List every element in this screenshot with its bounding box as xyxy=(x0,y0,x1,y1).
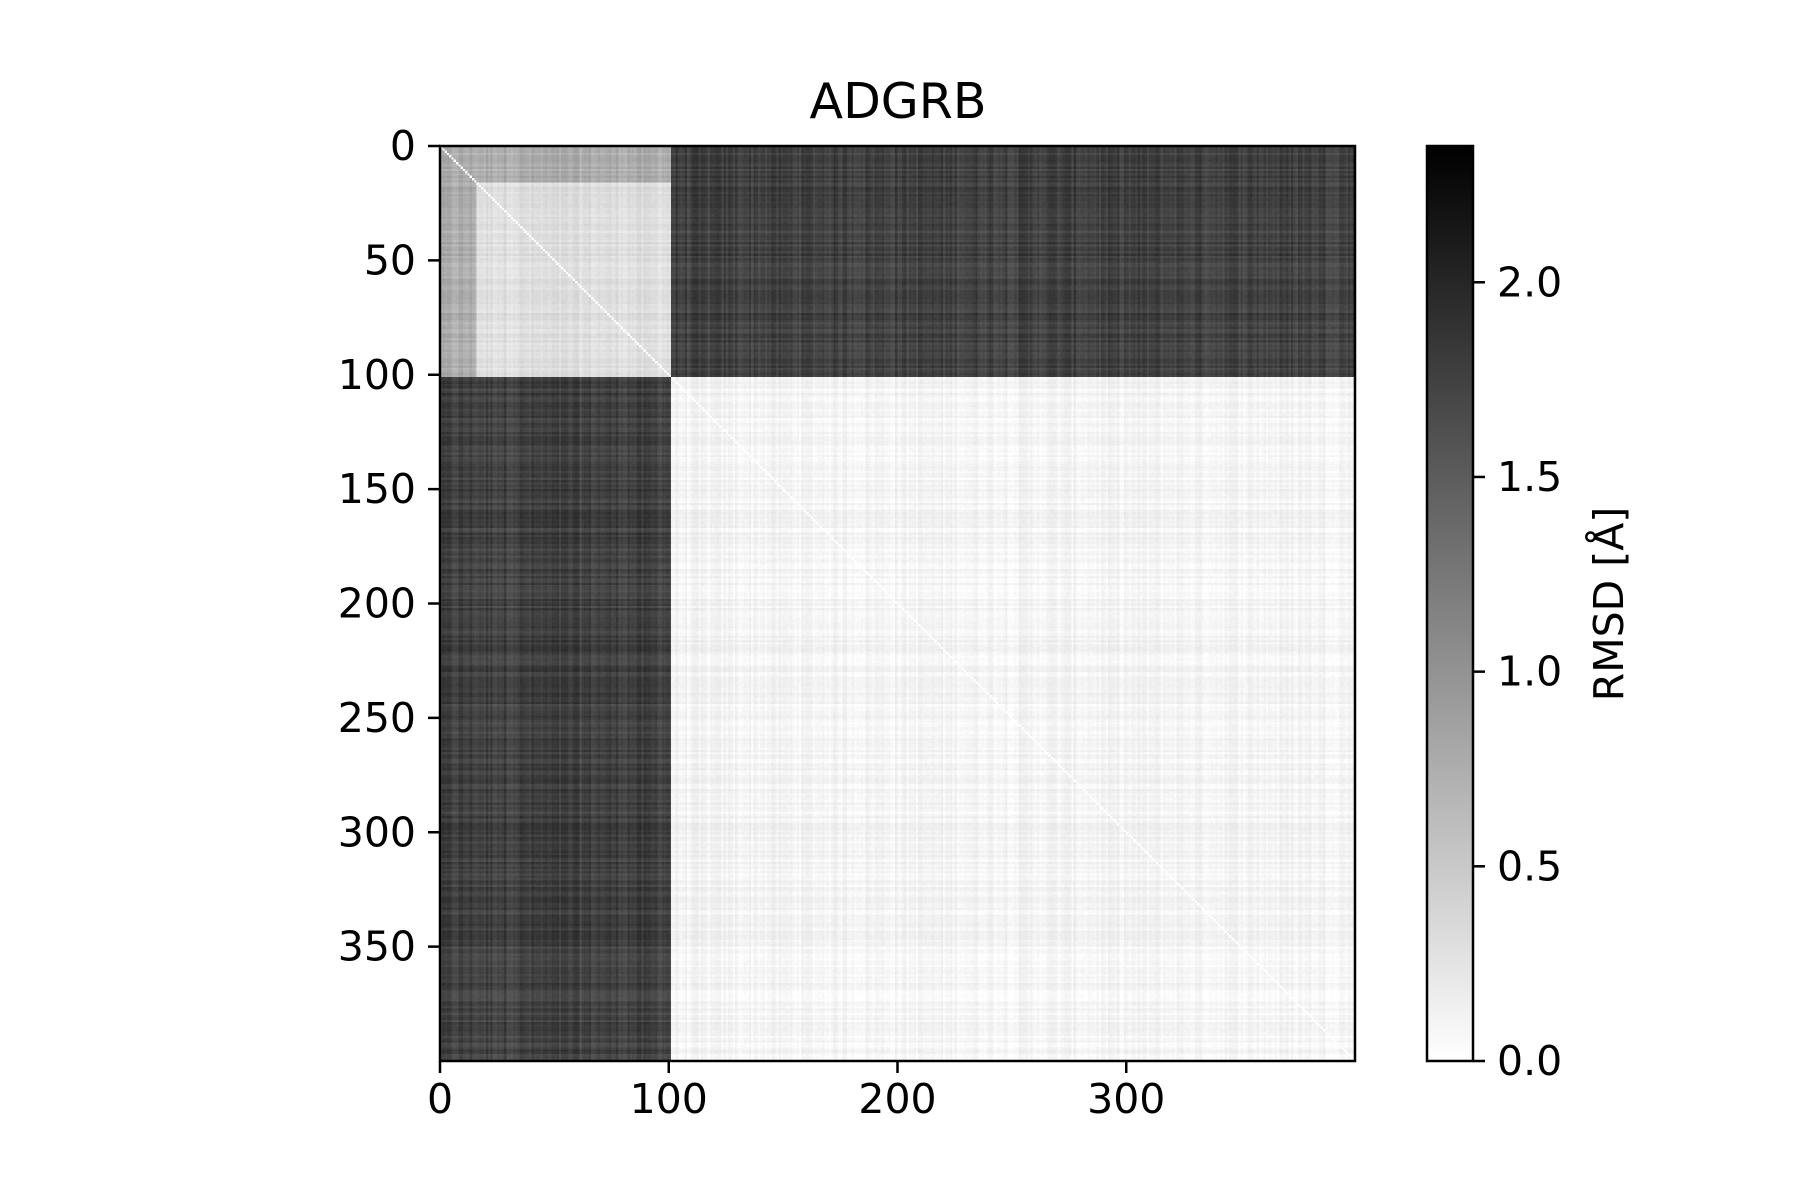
y-tick-label: 150 xyxy=(338,465,416,513)
y-tick-label: 350 xyxy=(338,923,416,971)
x-axis: 0 100 200 300 xyxy=(427,1061,1165,1123)
y-tick-label: 300 xyxy=(338,808,416,856)
heatmap-image-frame xyxy=(440,146,1355,1061)
x-tick-label: 200 xyxy=(858,1075,936,1123)
colorbar-axis: 0.0 0.5 1.0 1.5 2.0 xyxy=(1473,258,1562,1085)
colorbar-tick-label: 1.0 xyxy=(1497,648,1562,696)
colorbar-tick-label: 0.5 xyxy=(1497,842,1562,890)
y-tick-label: 200 xyxy=(338,580,416,628)
x-tick-label: 0 xyxy=(427,1075,453,1123)
colorbar-label: RMSD [Å] xyxy=(1585,507,1633,702)
x-tick-label: 300 xyxy=(1087,1075,1165,1123)
y-tick-label: 50 xyxy=(364,236,416,284)
chart-title: ADGRB xyxy=(810,73,987,130)
colorbar xyxy=(1425,144,1475,1063)
y-tick-label: 0 xyxy=(390,122,416,170)
colorbar-tick-label: 2.0 xyxy=(1497,258,1562,306)
x-tick-label: 100 xyxy=(630,1075,708,1123)
colorbar-tick-label: 1.5 xyxy=(1497,453,1562,501)
colorbar-tick-label: 0.0 xyxy=(1497,1037,1562,1085)
y-tick-label: 100 xyxy=(338,351,416,399)
heatmap-image xyxy=(440,146,1355,1061)
y-tick-label: 250 xyxy=(338,694,416,742)
y-axis: 0 50 100 150 200 250 300 350 xyxy=(338,122,440,971)
